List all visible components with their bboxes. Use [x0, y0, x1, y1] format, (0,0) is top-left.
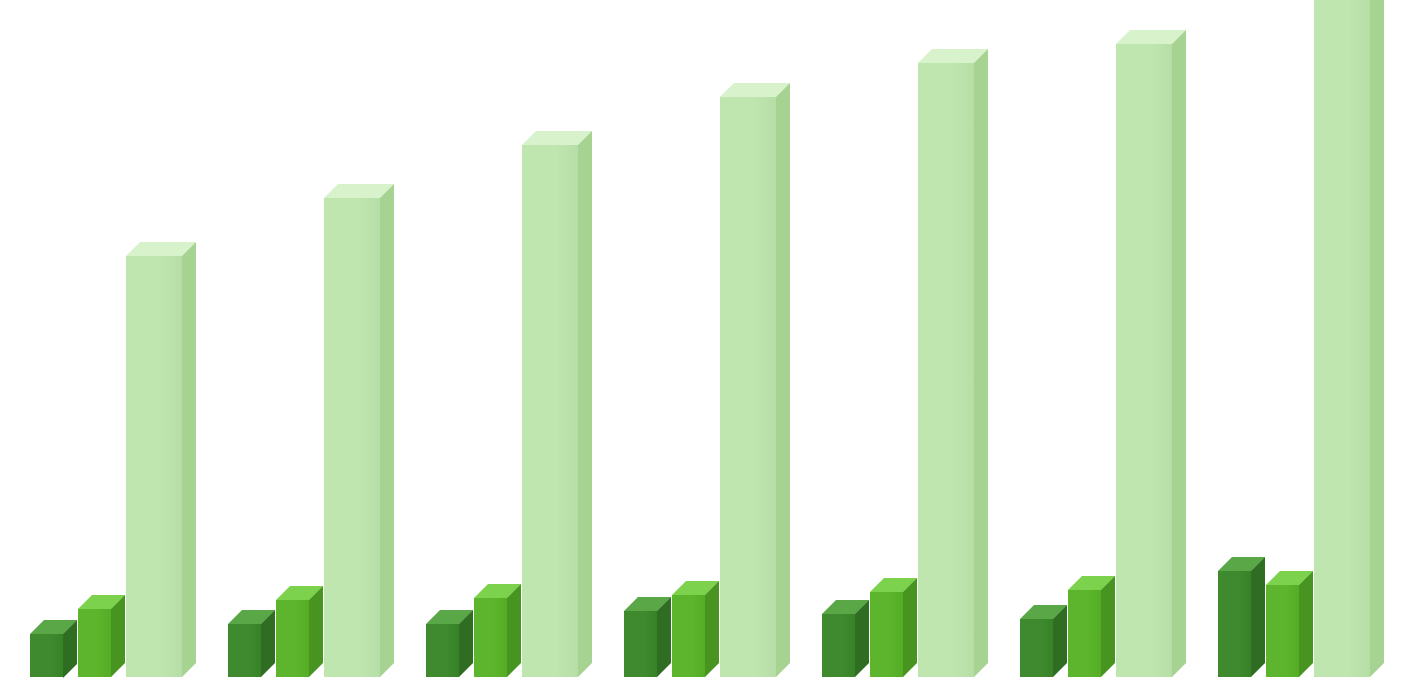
bar-group — [228, 184, 394, 677]
bar-group — [1020, 30, 1186, 677]
bar-dark — [30, 620, 77, 678]
bar-dark — [426, 610, 473, 677]
bar-mid — [1266, 571, 1313, 677]
bar-dark — [822, 600, 869, 677]
bar-group — [1218, 0, 1384, 677]
bar-dark — [1020, 605, 1067, 677]
bar-mid — [1068, 576, 1115, 677]
bar-mid — [276, 586, 323, 677]
bar-light — [126, 242, 196, 677]
bar-group — [426, 131, 592, 677]
bar-light — [522, 131, 592, 677]
bar-mid — [78, 595, 125, 677]
bar-chart — [0, 0, 1420, 699]
bar-dark — [1218, 557, 1265, 677]
bar-mid — [474, 584, 521, 677]
bar-light — [1314, 0, 1384, 677]
plot-area — [10, 0, 1410, 677]
bar-dark — [624, 597, 671, 677]
bar-mid — [672, 581, 719, 677]
bar-mid — [870, 578, 917, 677]
bar-group — [624, 83, 790, 677]
bar-dark — [228, 610, 275, 677]
bar-light — [918, 49, 988, 677]
bar-group — [30, 242, 196, 677]
bar-light — [720, 83, 790, 677]
bar-light — [324, 184, 394, 677]
bar-group — [822, 49, 988, 677]
bar-light — [1116, 30, 1186, 677]
